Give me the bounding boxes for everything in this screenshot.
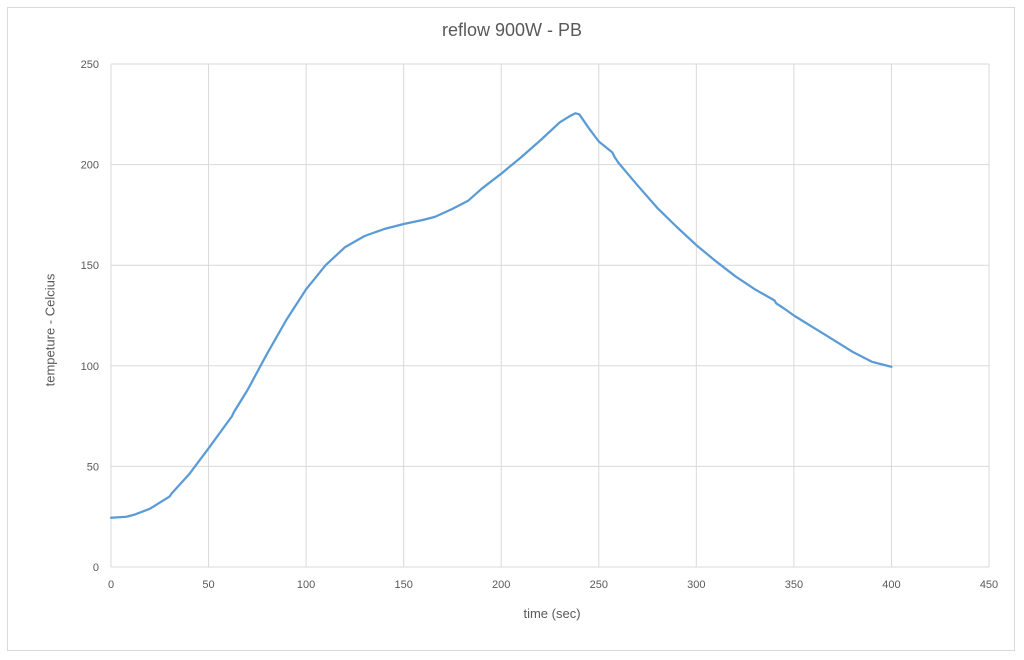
x-tick-label: 50 — [202, 579, 214, 591]
x-tick-label: 450 — [980, 579, 998, 591]
x-tick-label: 0 — [108, 579, 114, 591]
x-tick-label: 300 — [687, 579, 705, 591]
series-line — [109, 112, 893, 519]
x-tick-label: 250 — [590, 579, 608, 591]
x-tick-label: 350 — [785, 579, 803, 591]
chart-title: reflow 900W - PB — [441, 20, 583, 40]
y-tick-label: 50 — [87, 461, 99, 473]
y-tick-label: 150 — [81, 260, 99, 272]
chart-frame — [7, 7, 1015, 651]
x-tick-label: 150 — [394, 579, 412, 591]
x-tick-label: 100 — [297, 579, 315, 591]
x-tick-label: 200 — [492, 579, 510, 591]
x-axis-label: time (sec) — [523, 606, 581, 621]
x-tick-label: 400 — [882, 579, 900, 591]
y-tick-label: 100 — [81, 361, 99, 373]
y-tick-label: 0 — [93, 562, 99, 574]
y-axis-label: tempeture - Celcius — [42, 273, 58, 387]
y-tick-label: 250 — [81, 59, 99, 71]
y-tick-label: 200 — [81, 160, 99, 172]
